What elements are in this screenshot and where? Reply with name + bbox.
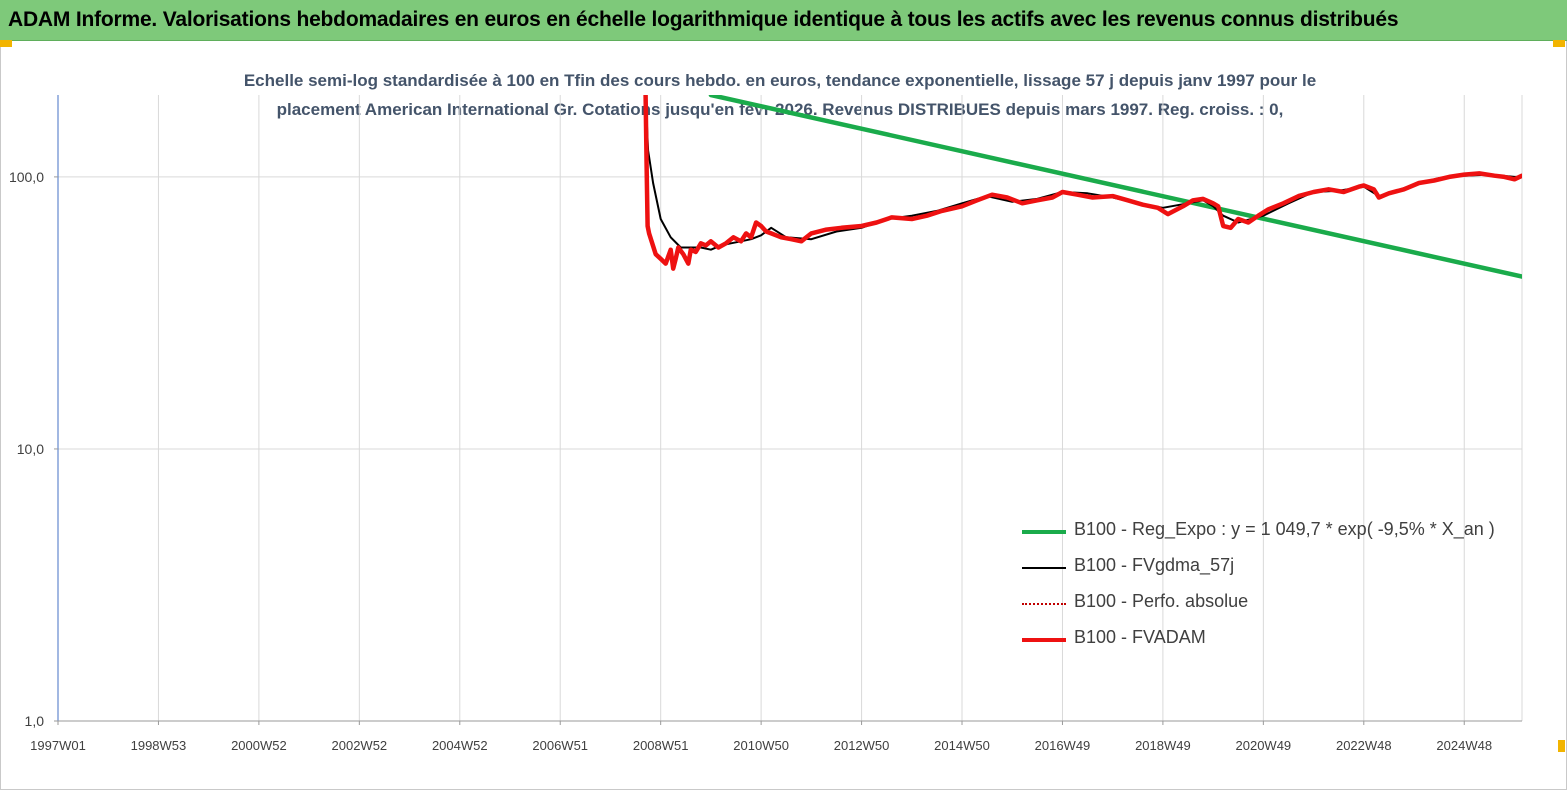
x-tick-label: 2004W52 <box>432 738 488 753</box>
x-tick-label: 2012W50 <box>834 738 890 753</box>
y-tick-label: 100,0 <box>9 169 44 185</box>
report-title: ADAM Informe. Valorisations hebdomadaire… <box>8 8 1399 31</box>
x-tick-label: 2010W50 <box>733 738 789 753</box>
legend-swatch-reg-expo <box>1022 530 1066 534</box>
x-tick-label: 2000W52 <box>231 738 287 753</box>
legend-swatch-fvadam <box>1022 638 1066 642</box>
legend-label-perfo-absolue: B100 - Perfo. absolue <box>1074 591 1249 611</box>
x-tick-label: 2008W51 <box>633 738 689 753</box>
x-tick-label: 2016W49 <box>1035 738 1091 753</box>
title-banner: ADAM Informe. Valorisations hebdomadaire… <box>0 0 1567 41</box>
y-tick-label: 1,0 <box>25 713 45 729</box>
corner-marker-top-right <box>1553 40 1565 47</box>
x-tick-label: 2014W50 <box>934 738 990 753</box>
x-tick-label: 2002W52 <box>332 738 388 753</box>
x-tick-label: 2018W49 <box>1135 738 1191 753</box>
legend-swatch-fvgdma <box>1022 567 1066 569</box>
legend-label-fvgdma: B100 - FVgdma_57j <box>1074 555 1235 575</box>
corner-marker-bottom-right <box>1558 740 1565 752</box>
legend-label-reg-expo: B100 - Reg_Expo : y = 1 049,7 * exp( -9,… <box>1074 519 1495 539</box>
y-tick-label: 10,0 <box>17 441 44 457</box>
x-tick-label: 2024W48 <box>1436 738 1492 753</box>
x-tick-label: 1997W01 <box>30 738 86 753</box>
chart-subtitle-line-1: Echelle semi-log standardisée à 100 en T… <box>243 71 1317 90</box>
legend-label-fvadam: B100 - FVADAM <box>1074 627 1206 647</box>
x-tick-label: 1998W53 <box>131 738 187 753</box>
x-tick-label: 2020W49 <box>1236 738 1292 753</box>
x-tick-label: 2022W48 <box>1336 738 1392 753</box>
series-line-b100-fvadam <box>643 95 1522 271</box>
series-line-b100-reg-expo-y-1-049-7-exp-9- <box>708 95 1522 279</box>
legend-swatch-perfo-absolue <box>1022 603 1066 605</box>
corner-marker-top-left <box>0 40 12 47</box>
x-tick-label: 2006W51 <box>532 738 588 753</box>
series-line-b100-fvgdma-57j <box>644 95 1522 251</box>
